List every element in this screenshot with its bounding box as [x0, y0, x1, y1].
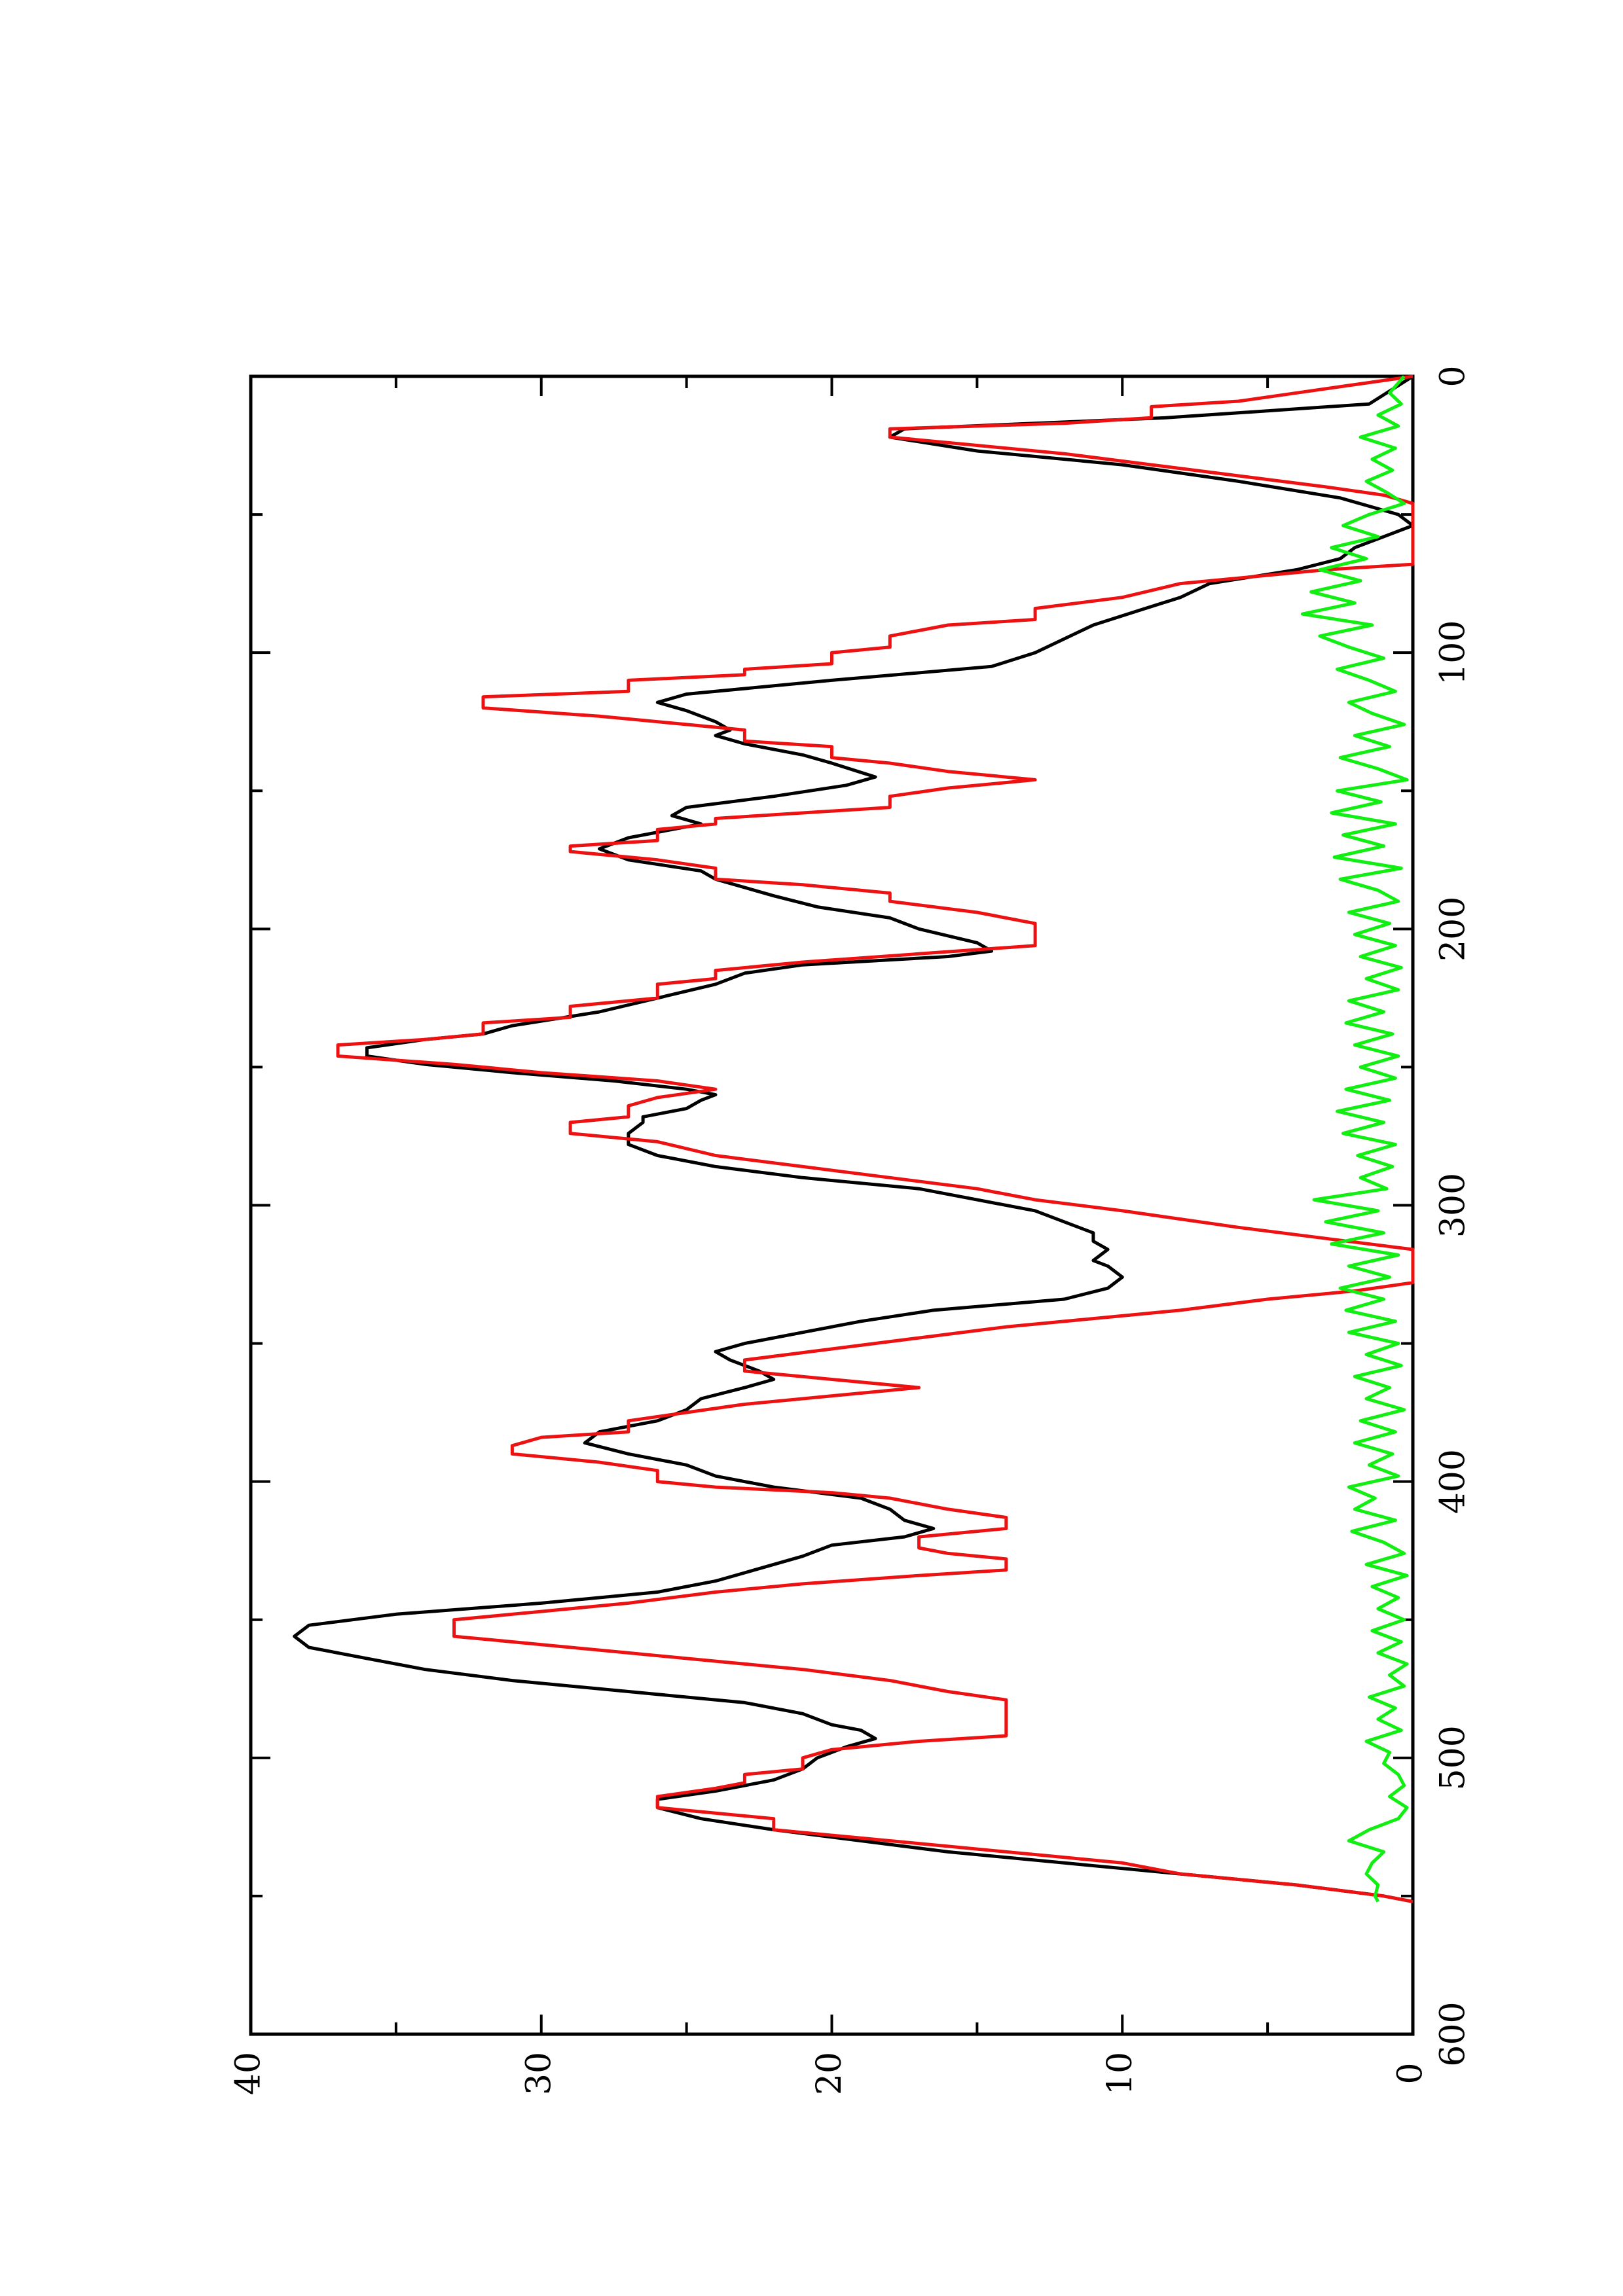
x-tick-label: 400 — [1434, 1449, 1473, 1514]
x-tick-label: 600 — [1434, 2001, 1473, 2066]
x-tick-label: 300 — [1434, 1173, 1473, 1238]
tick-marks — [249, 375, 1414, 2036]
series-red-line — [336, 374, 1415, 1903]
x-tick-label: 500 — [1434, 1725, 1473, 1790]
y-tick-label: 0 — [1391, 2062, 1431, 2084]
y-tick-label: 40 — [229, 2052, 268, 2095]
plot-frame — [249, 374, 1415, 2036]
y-tick-label: 10 — [1101, 2052, 1140, 2095]
x-tick-label: 100 — [1434, 620, 1473, 685]
x-tick-label: 200 — [1434, 897, 1473, 961]
y-tick-labels: 0 10 20 30 40 — [229, 2052, 1431, 2095]
x-tick-label: 0 — [1434, 365, 1473, 387]
series-layer — [293, 374, 1415, 1903]
y-tick-label: 30 — [519, 2052, 558, 2095]
y-tick-label: 20 — [810, 2052, 849, 2095]
series-black-line — [293, 374, 1415, 1903]
plot-area: 0 100 200 300 400 500 600 0 10 20 30 40 — [229, 365, 1473, 2095]
x-tick-labels: 0 100 200 300 400 500 600 — [1434, 365, 1473, 2066]
series-green-line — [1300, 375, 1409, 1903]
